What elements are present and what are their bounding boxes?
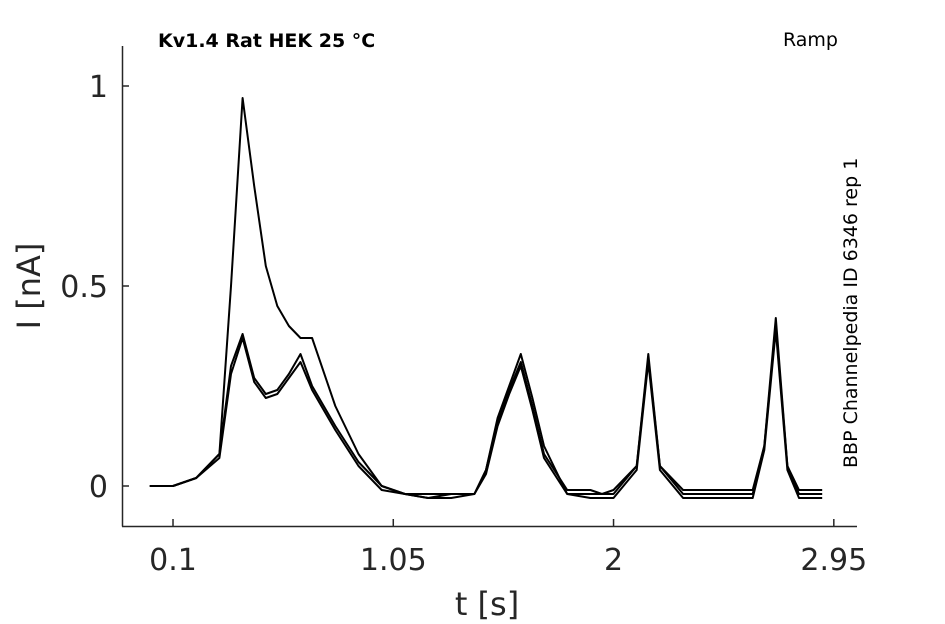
chart-title: Kv1.4 Rat HEK 25 °C [158, 30, 375, 52]
y-tick-label: 0 [89, 470, 108, 505]
trace-1 [149, 97, 823, 495]
trace-2 [149, 325, 823, 499]
y-ticks: 00.51 [60, 70, 129, 505]
x-ticks: 0.1 1.05 2 2.95 [149, 519, 867, 578]
plot-area [149, 97, 823, 499]
y-tick-label: 0.5 [60, 270, 108, 305]
x-tick-label: 2 [604, 543, 623, 578]
x-axis-label: t [s] [455, 585, 519, 623]
x-tick-label: 1.05 [360, 543, 427, 578]
x-tick-label: 2.95 [800, 543, 867, 578]
source-label: BBP Channelpedia ID 6346 rep 1 [840, 158, 862, 468]
protocol-label: Ramp [783, 29, 838, 51]
y-axis-label: I [nA] [10, 243, 48, 330]
x-tick-label: 0.1 [149, 543, 197, 578]
trace-3 [149, 329, 823, 499]
y-tick-label: 1 [89, 70, 108, 105]
